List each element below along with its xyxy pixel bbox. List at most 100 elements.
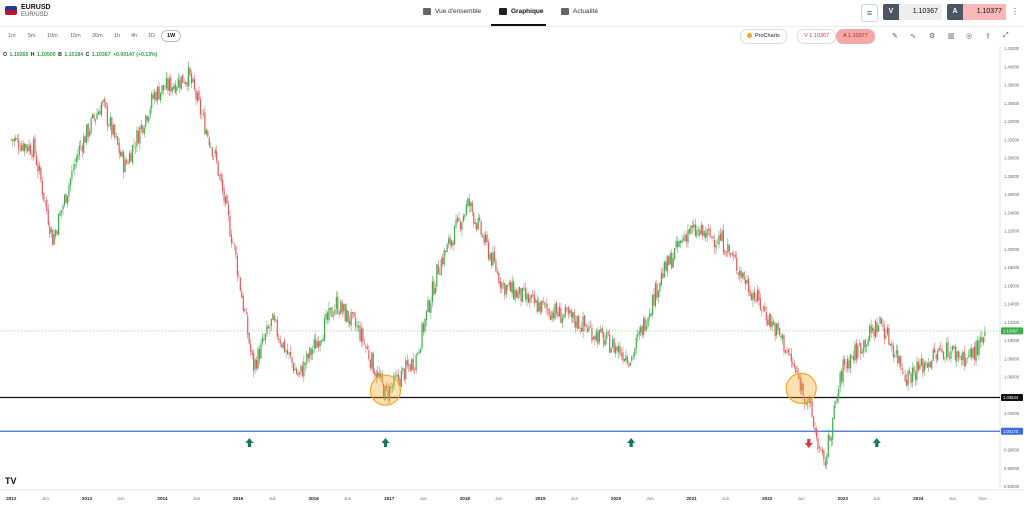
share-icon[interactable]: ⇪ <box>985 33 991 40</box>
candle-body <box>533 294 535 304</box>
timeframe-15m[interactable]: 15m <box>70 33 81 39</box>
candle-body <box>186 81 188 86</box>
timeframe-1w[interactable]: 1W <box>161 30 182 42</box>
settings-gear-icon[interactable]: ⚙ <box>929 33 936 40</box>
candle-body <box>566 308 568 310</box>
timeframe-1h[interactable]: 1h <box>114 33 121 39</box>
candle-body <box>746 279 748 283</box>
candle-body <box>270 318 272 326</box>
candle-body <box>662 273 664 279</box>
news-icon <box>561 8 569 15</box>
y-tick-label: 1.32000 <box>1004 137 1020 142</box>
procharts-button[interactable]: ProCharts <box>740 29 787 44</box>
candle-body <box>858 344 860 345</box>
candle-body <box>861 351 863 354</box>
timeframe-10m[interactable]: 10m <box>47 33 58 39</box>
candle-body <box>499 281 501 288</box>
candle-body <box>62 205 64 210</box>
candle-body <box>715 244 717 249</box>
candle-body <box>960 356 962 361</box>
candle-body <box>244 309 246 312</box>
candle-body <box>223 189 225 202</box>
timeframe-1m[interactable]: 1m <box>8 33 16 39</box>
y-tick-label: 1.02000 <box>1004 411 1020 416</box>
candle-body <box>235 246 237 256</box>
candle-body <box>870 324 872 333</box>
candle-body <box>910 373 912 384</box>
y-tick-label: 0.94000 <box>1004 484 1020 489</box>
timeframe-4h[interactable]: 4h <box>131 33 138 39</box>
tab-overview[interactable]: Vue d'ensemble <box>423 8 481 15</box>
candle-body <box>412 358 414 371</box>
candle-body <box>972 348 974 358</box>
x-tick-label: 2019 <box>535 496 546 501</box>
candle-body <box>13 138 15 142</box>
y-tick-label: 1.06000 <box>1004 375 1020 380</box>
buy-pill-button[interactable]: A 1.10377 <box>836 29 875 44</box>
order-book-button[interactable]: ≡ <box>861 4 878 22</box>
candle-body <box>310 348 312 356</box>
candle-body <box>551 311 553 320</box>
candle-body <box>783 335 785 352</box>
sell-pill-button[interactable]: V 1.10367 <box>797 29 837 44</box>
candle-body <box>953 346 955 349</box>
candle-body <box>595 331 597 341</box>
candle-body <box>313 339 315 349</box>
candle-body <box>975 341 977 362</box>
candle-body <box>224 196 227 204</box>
candle-body <box>480 221 482 235</box>
more-menu-icon[interactable]: ⋮ <box>1011 7 1019 16</box>
tab-chart[interactable]: Graphique <box>499 8 544 15</box>
candle-body <box>527 294 530 303</box>
candle-body <box>151 93 153 109</box>
support-highlight-circle <box>369 374 402 406</box>
candle-body <box>733 254 735 256</box>
chart-type-icon[interactable]: ▥ <box>948 33 955 40</box>
tab-news[interactable]: Actualité <box>561 8 598 15</box>
candle-body <box>573 311 575 323</box>
candle-body <box>381 373 383 383</box>
candle-body <box>418 351 420 353</box>
candle-body <box>709 228 711 237</box>
candle-body <box>832 418 834 440</box>
candle-body <box>778 327 781 335</box>
candle-body <box>493 251 496 262</box>
timeframe-1d[interactable]: 1D <box>148 33 156 39</box>
y-tick-label: 1.26000 <box>1004 192 1020 197</box>
candle-body <box>59 212 61 216</box>
fullscreen-icon[interactable]: ⤢ <box>1003 32 1009 39</box>
alert-icon[interactable]: ◎ <box>966 33 973 40</box>
candle-body <box>919 364 921 369</box>
indicators-icon[interactable]: ∿ <box>910 33 916 40</box>
candle-body <box>628 363 630 367</box>
candle-body <box>504 283 506 296</box>
candle-body <box>173 85 175 89</box>
candle-body <box>885 335 887 338</box>
candle-body <box>71 170 73 179</box>
candle-body <box>976 340 979 355</box>
open-value: 1.10265 <box>9 52 29 58</box>
candle-body <box>957 351 959 358</box>
timeframe-30m[interactable]: 30m <box>92 33 103 39</box>
candle-body <box>827 434 829 457</box>
candle-body <box>229 216 231 236</box>
candle-body <box>66 195 69 204</box>
timeframe-5m[interactable]: 5m <box>28 33 36 39</box>
candle-body <box>285 351 287 352</box>
price-axis-tag-label: 1.03544 <box>1003 395 1019 400</box>
candle-body <box>598 329 600 343</box>
candle-body <box>517 291 519 299</box>
candle-body <box>357 325 360 328</box>
candle-body <box>320 340 323 343</box>
candle-body <box>666 256 668 273</box>
candle-body <box>32 139 35 158</box>
candle-body <box>807 402 809 404</box>
candle-body <box>123 152 125 173</box>
candle-body <box>626 357 628 363</box>
candle-body <box>248 332 250 344</box>
draw-pencil-icon[interactable]: ✎ <box>892 33 898 40</box>
change-value: +0.00147 (+0.13%) <box>112 52 158 58</box>
candle-body <box>368 350 370 360</box>
candle-body <box>303 361 305 377</box>
